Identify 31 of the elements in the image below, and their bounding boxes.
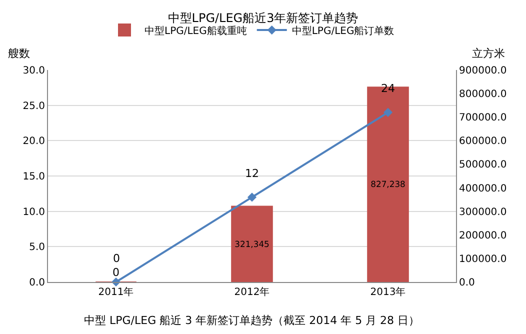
y-tick-label: 25.0: [22, 100, 45, 112]
data-label: 12: [245, 167, 259, 180]
y-tick-label: 30.0: [22, 66, 45, 76]
y-axis-title: 艘数: [8, 47, 30, 60]
x-tick-label: 2013年: [370, 286, 406, 298]
y2-tick-label: 200000.0: [459, 230, 507, 242]
y2-tick-label: 100000.0: [459, 254, 507, 265]
y-tick-label: 15.0: [22, 172, 45, 182]
y2-tick-label: 400000.0: [459, 183, 507, 194]
y2-tick-label: 500000.0: [459, 160, 507, 171]
x-tick-label: 2011年: [98, 286, 134, 298]
y-tick-label: 10.0: [22, 206, 45, 218]
y-tick-label: 5.0: [29, 242, 45, 254]
chart-title: 中型LPG/LEG船近3年新签订单趋势: [168, 10, 358, 25]
legend-label: 中型LPG/LEG船订单数: [292, 24, 394, 37]
data-label: 321,345: [234, 238, 270, 249]
data-label: 0: [113, 252, 120, 265]
x-tick-label: 2012年: [234, 286, 270, 298]
y2-tick-label: 300000.0: [459, 206, 507, 218]
y2-tick-label: 800000.0: [459, 89, 507, 100]
legend-label: 中型LPG/LEG船载重吨: [144, 24, 247, 37]
y2-tick-label: 600000.0: [459, 136, 507, 148]
y-tick-label: 20.0: [22, 136, 45, 148]
text: 中型 LPG/LEG 船近 3 年新签订单趋势（截至 2014 年 5 月 28 日）: [84, 314, 420, 327]
data-label: 0: [112, 266, 120, 279]
y2-tick-label: 700000.0: [459, 112, 507, 124]
y2-tick-label: 0.0: [459, 278, 475, 288]
y-tick-label: 0.0: [29, 278, 45, 288]
data-label: 827,238: [370, 179, 406, 190]
y2-tick-label: 900000.0: [459, 66, 507, 76]
y2-axis-title: 立方米: [472, 47, 505, 60]
